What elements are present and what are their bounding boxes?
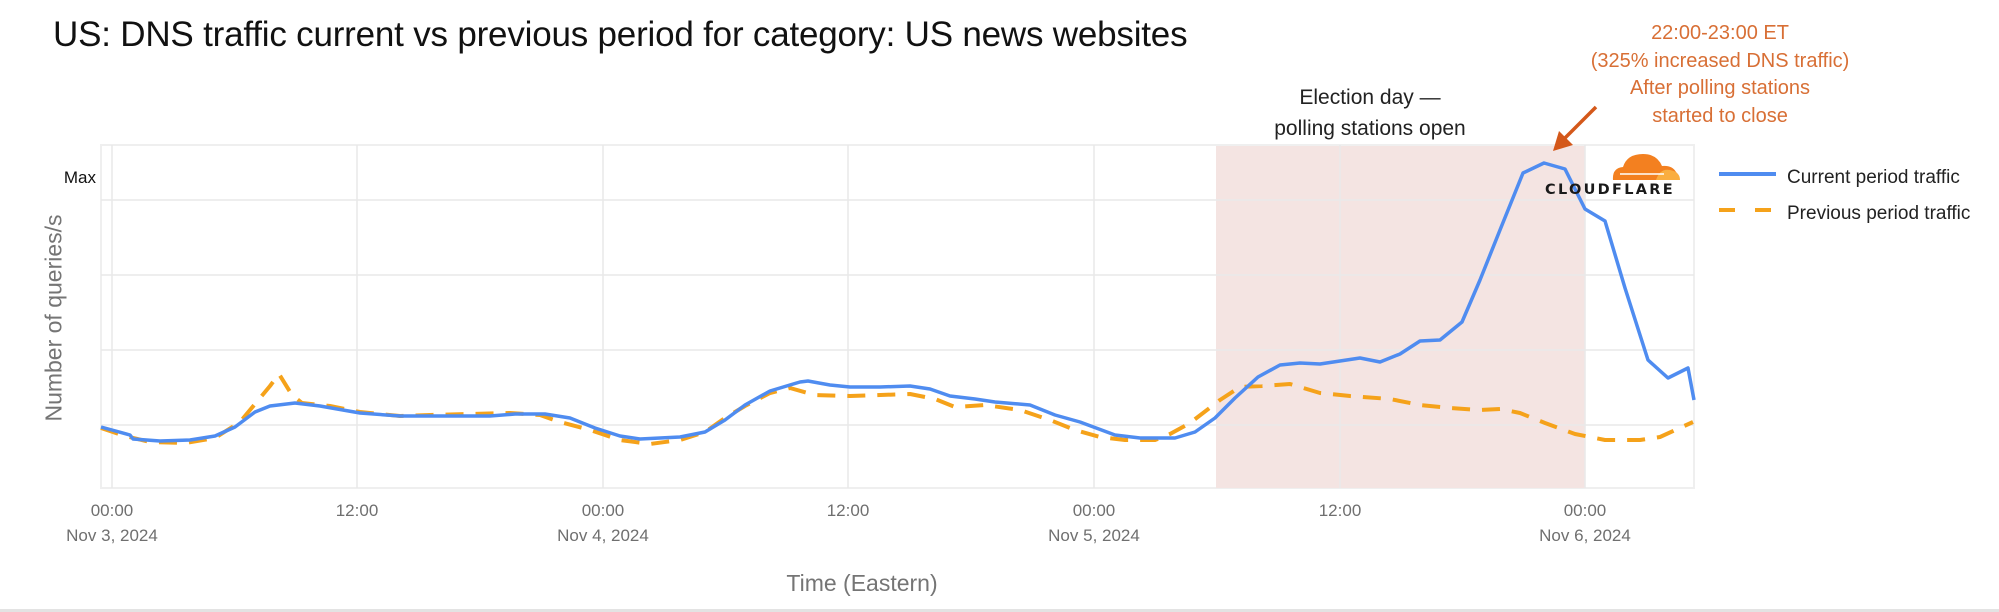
y-axis-label: Number of queries/s — [40, 214, 67, 422]
y-axis-max-label: Max — [63, 168, 96, 187]
previous-period-line — [100, 372, 1694, 446]
legend-swatch-spacer — [1719, 176, 1777, 180]
x-tick: 00:00 Nov 3, 2024 — [66, 498, 158, 548]
legend-item-previous: Previous period traffic — [1719, 196, 1970, 232]
peak-annotation: 22:00-23:00 ET (325% increased DNS traff… — [1591, 20, 1850, 130]
legend-item-current: Current period traffic — [1719, 160, 1970, 196]
vertical-gridlines — [111, 145, 1586, 488]
x-tick-time: 12:00 — [335, 501, 379, 520]
x-tick-time: 00:00 — [90, 501, 134, 520]
peak-annotation-line: (325% increased DNS traffic) — [1590, 49, 1850, 72]
x-tick: 00:00 Nov 6, 2024 — [1539, 498, 1631, 548]
peak-annotation-line: 22:00-23:00 ET — [1651, 22, 1789, 44]
x-tick-date: Nov 4, 2024 — [557, 526, 649, 545]
horizontal-gridlines — [101, 199, 1694, 426]
x-tick-date: Nov 6, 2024 — [1539, 526, 1631, 545]
x-axis-label: Time (Eastern) — [786, 570, 938, 596]
legend-label-previous: Previous period traffic — [1787, 203, 1971, 224]
x-tick: 12:00 — [1319, 498, 1362, 523]
x-tick-time: 00:00 — [581, 501, 625, 520]
x-tick-time: 00:00 — [1563, 501, 1607, 520]
chart-title: US: DNS traffic current vs previous peri… — [53, 15, 1188, 54]
legend-label-current: Current period traffic — [1787, 167, 1960, 188]
chart-legend: Current period traffic Previous period t… — [1719, 160, 1970, 232]
x-tick-date: Nov 3, 2024 — [66, 526, 158, 545]
x-tick-date: Nov 5, 2024 — [1048, 526, 1140, 545]
cloudflare-logo-text: CLOUDFLARE — [1545, 182, 1675, 198]
election-annotation-line: Election day — — [1299, 86, 1441, 109]
x-tick-time: 12:00 — [826, 501, 870, 520]
election-day-annotation: Election day — polling stations open — [1274, 82, 1465, 144]
legend-swatch-spacer — [1719, 212, 1777, 216]
peak-arrow-icon — [1553, 105, 1598, 151]
x-tick: 00:00 Nov 5, 2024 — [1048, 498, 1140, 548]
x-tick-time: 12:00 — [1318, 501, 1362, 520]
peak-annotation-line: After polling stations — [1629, 77, 1811, 99]
election-day-highlight — [1216, 146, 1585, 488]
bottom-divider — [0, 609, 1999, 612]
election-annotation-line: polling stations open — [1274, 117, 1466, 140]
current-period-line — [100, 161, 1696, 443]
cloudflare-cloud-icon — [1612, 154, 1680, 180]
x-tick: 00:00 Nov 4, 2024 — [557, 498, 649, 548]
x-tick-time: 00:00 — [1072, 501, 1116, 520]
x-tick: 12:00 — [827, 498, 870, 523]
x-tick: 12:00 — [336, 498, 379, 523]
peak-annotation-line: started to close — [1652, 104, 1788, 127]
